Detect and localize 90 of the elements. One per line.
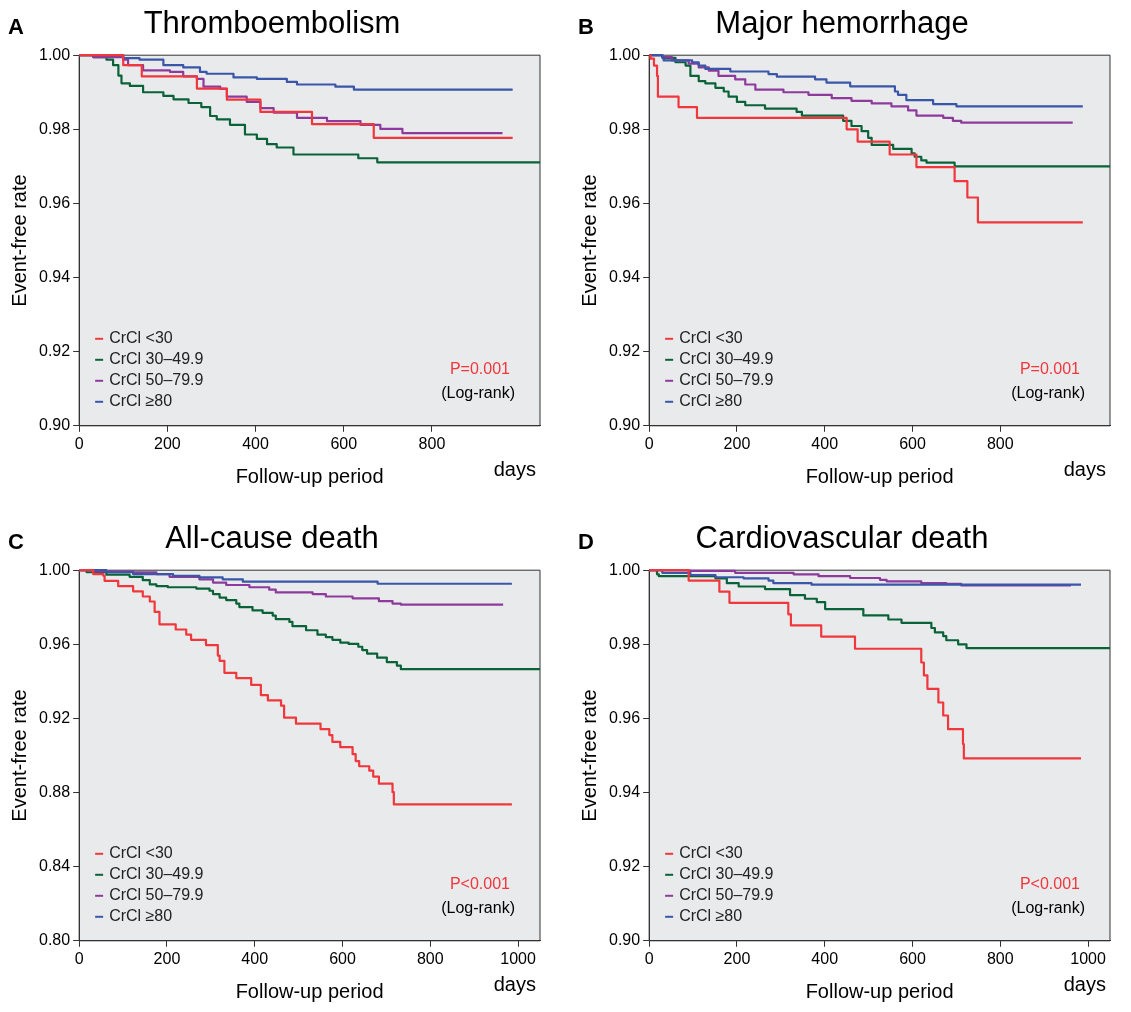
x-tick-label: 1000 [500,949,536,967]
legend-label: CrCl <30 [109,329,173,347]
y-tick-label: 0.98 [609,119,641,137]
text: C [8,529,24,554]
y-tick-label: 0.80 [39,931,71,949]
x-tick-label: 400 [811,949,839,967]
x-tick-label: 200 [723,949,751,967]
y-tick-label: 0.94 [609,782,641,800]
x-tick-label: 600 [899,949,926,967]
y-tick-label: 0.94 [609,267,641,285]
y-tick-label: 0.90 [609,416,641,434]
text: days [493,457,536,480]
legend-label: CrCl 50–79.9 [109,886,204,904]
y-tick-label: 0.92 [609,342,641,360]
y-tick-label: 0.88 [39,782,71,800]
y-tick-label: 0.90 [609,931,641,949]
legend-label: CrCl <30 [679,844,743,862]
y-tick-label: 1.00 [39,45,71,63]
y-tick-label: 0.98 [609,634,641,652]
x-axis-title: Follow-up period [235,979,384,1002]
text: days [1063,457,1106,480]
x-tick-label: 800 [418,434,446,452]
annotation: P=0.001 [1019,359,1081,377]
x-tick-label: 600 [330,434,358,452]
y-tick-label: 0.98 [39,119,71,137]
y-tick-label: 0.96 [609,708,641,726]
x-tick-label: 0 [644,434,654,452]
chart-title: Cardiovascular death [695,520,989,556]
legend-label: CrCl <30 [679,329,743,347]
annotation: (Log-rank) [1011,898,1085,916]
y-tick-label: 0.84 [39,857,71,875]
y-tick-label: 1.00 [39,560,71,578]
legend-label: CrCl ≥80 [109,392,173,410]
y-tick-label: 0.92 [609,857,641,875]
x-tick-label: 400 [811,434,839,452]
text: B [578,14,594,39]
y-axis-title: Event-free rate [577,174,600,307]
y-tick-label: 1.00 [609,45,641,63]
legend-label: CrCl 50–79.9 [679,886,774,904]
x-tick-label: 800 [986,949,1014,967]
x-tick-label: 600 [899,434,926,452]
y-tick-label: 1.00 [609,560,641,578]
y-tick-label: 0.96 [39,193,71,211]
legend-label: CrCl 50–79.9 [109,371,204,389]
annotation: (Log-rank) [441,383,515,401]
text: A [8,14,24,39]
x-tick-label: 200 [153,949,181,967]
annotation: P<0.001 [449,874,511,892]
chart-title: Major hemorrhage [715,5,969,41]
legend-label: CrCl 50–79.9 [679,371,774,389]
chart-title: Thromboembolism [143,5,401,41]
legend-label: CrCl 30–49.9 [679,350,774,368]
legend-label: CrCl ≥80 [679,392,743,410]
text: D [578,529,594,554]
y-tick-label: 0.92 [39,342,71,360]
y-tick-label: 0.96 [609,193,641,211]
y-tick-label: 0.90 [39,416,71,434]
x-tick-label: 800 [416,949,444,967]
x-axis-title: Follow-up period [805,464,954,487]
annotation: (Log-rank) [1011,383,1085,401]
y-tick-label: 0.94 [39,267,71,285]
x-tick-label: 200 [153,434,181,452]
legend-label: CrCl <30 [109,844,173,862]
y-axis-title: Event-free rate [7,689,30,822]
y-tick-label: 0.96 [39,634,71,652]
legend-label: CrCl 30–49.9 [679,865,774,883]
x-axis-title: Follow-up period [235,464,384,487]
annotation: (Log-rank) [441,898,515,916]
annotation: P=0.001 [449,359,511,377]
y-axis-title: Event-free rate [577,689,600,822]
x-tick-label: 400 [241,949,269,967]
x-tick-label: 600 [329,949,356,967]
x-tick-label: 400 [242,434,269,452]
y-tick-label: 0.92 [39,708,71,726]
text: days [493,972,536,995]
x-tick-label: 0 [74,434,84,452]
x-tick-label: 200 [723,434,751,452]
legend-label: CrCl ≥80 [679,907,743,925]
legend-label: CrCl 30–49.9 [109,865,204,883]
x-tick-label: 800 [986,434,1014,452]
x-tick-label: 0 [74,949,84,967]
x-tick-label: 1000 [1070,949,1106,967]
annotation: P<0.001 [1019,874,1081,892]
y-axis-title: Event-free rate [7,174,30,307]
text: days [1063,972,1106,995]
x-axis-title: Follow-up period [805,979,954,1002]
chart-title: All-cause death [165,520,379,556]
x-tick-label: 0 [644,949,654,967]
legend-label: CrCl ≥80 [109,907,173,925]
legend-label: CrCl 30–49.9 [109,350,204,368]
